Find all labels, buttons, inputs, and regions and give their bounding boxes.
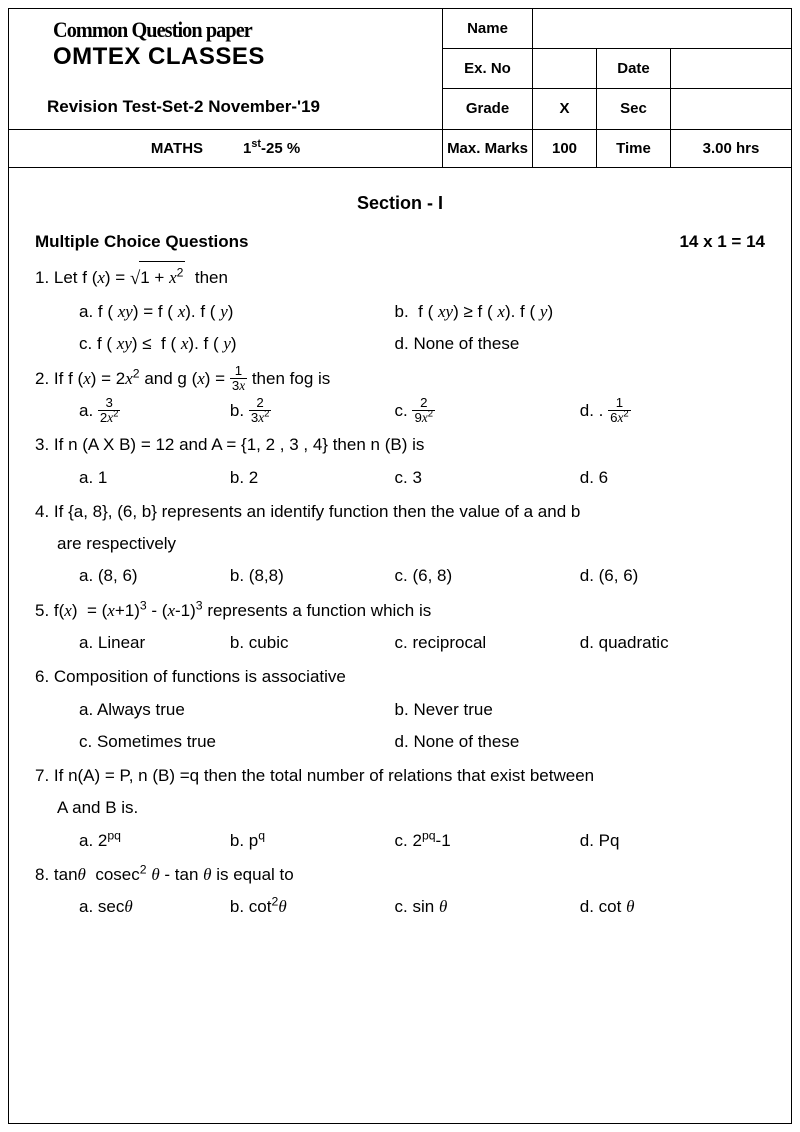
q2-b: b. 23x2 — [230, 395, 395, 427]
q3-c: c. 3 — [395, 462, 580, 494]
q4-d: d. (6, 6) — [580, 560, 765, 592]
label-name: Name — [443, 9, 533, 49]
q5-d: d. quadratic — [580, 627, 765, 659]
q4-stem2: are respectively — [35, 528, 765, 560]
value-name — [533, 9, 791, 49]
q6-a: a. Always true — [79, 694, 395, 726]
header-left: Common Question paper OMTEX CLASSES Revi… — [9, 9, 443, 129]
mcq-heading-row: Multiple Choice Questions 14 x 1 = 14 — [35, 226, 765, 258]
q4-a: a. (8, 6) — [79, 560, 230, 592]
label-date: Date — [597, 49, 671, 89]
q6-d: d. None of these — [395, 726, 765, 758]
question-3: 3. If n (A X B) = 12 and A = {1, 2 , 3 ,… — [35, 429, 765, 494]
q8-d: d. cot θ — [580, 891, 765, 923]
question-5: 5. f(x) = (x+1)3 - (x-1)3 represents a f… — [35, 595, 765, 660]
question-2: 2. If f (x) = 2x2 and g (x) = 13x then f… — [35, 363, 765, 428]
marks-scheme: 14 x 1 = 14 — [679, 226, 765, 258]
q3-d: d. 6 — [580, 462, 765, 494]
q2-stem: 2. If f (x) = 2x2 and g (x) = 13x then f… — [35, 363, 765, 395]
revision-line: Revision Test-Set-2 November-'19 — [9, 75, 442, 123]
question-4: 4. If {a, 8}, (6, b} represents an ident… — [35, 496, 765, 593]
q4-b: b. (8,8) — [230, 560, 395, 592]
subject-row: MATHS 1st-25 % Max. Marks 100 Time 3.00 … — [9, 130, 791, 168]
q8-b: b. cot2θ — [230, 891, 395, 923]
value-exno — [533, 49, 597, 89]
subject-name: MATHS — [151, 140, 203, 157]
value-grade: X — [533, 89, 597, 129]
label-maxmarks: Max. Marks — [443, 130, 533, 167]
question-7: 7. If n(A) = P, n (B) =q then the total … — [35, 760, 765, 857]
value-maxmarks: 100 — [533, 130, 597, 167]
q1-stem: 1. Let f (x) = √1 + x2 then — [35, 260, 765, 296]
paper-title-2: OMTEX CLASSES — [53, 43, 422, 71]
header-info-grid: Name Ex. No Date Grade X Sec — [443, 9, 791, 129]
q3-b: b. 2 — [230, 462, 395, 494]
question-paper: Common Question paper OMTEX CLASSES Revi… — [8, 8, 792, 1124]
section-title: Section - I — [35, 186, 765, 220]
paper-title-1: Common Question paper — [53, 17, 392, 43]
q7-d: d. Pq — [580, 825, 765, 857]
q7-stem2: A and B is. — [35, 792, 765, 824]
q6-c: c. Sometimes true — [79, 726, 395, 758]
q6-b: b. Never true — [395, 694, 765, 726]
subject-right: Max. Marks 100 Time 3.00 hrs — [443, 130, 791, 167]
q4-c: c. (6, 8) — [395, 560, 580, 592]
q6-stem: 6. Composition of functions is associati… — [35, 661, 765, 693]
value-sec — [671, 89, 791, 129]
content: Section - I Multiple Choice Questions 14… — [9, 168, 791, 946]
q2-d: d. . 16x2 — [580, 395, 765, 427]
q8-c: c. sin θ — [395, 891, 580, 923]
q7-a: a. 2pq — [79, 825, 230, 857]
label-sec: Sec — [597, 89, 671, 129]
q5-a: a. Linear — [79, 627, 230, 659]
q3-stem: 3. If n (A X B) = 12 and A = {1, 2 , 3 ,… — [35, 429, 765, 461]
label-exno: Ex. No — [443, 49, 533, 89]
q2-a: a. 32x2 — [79, 395, 230, 427]
question-8: 8. tanθ cosec2 θ - tan θ is equal to a. … — [35, 859, 765, 924]
q1-a: a. f ( xy) = f ( x). f ( y) — [79, 296, 395, 328]
q7-c: c. 2pq-1 — [395, 825, 580, 857]
q7-b: b. pq — [230, 825, 395, 857]
q4-stem: 4. If {a, 8}, (6, b} represents an ident… — [35, 496, 765, 528]
label-grade: Grade — [443, 89, 533, 129]
portion: 1st-25 % — [243, 140, 300, 157]
question-1: 1. Let f (x) = √1 + x2 then a. f ( xy) =… — [35, 260, 765, 360]
q5-stem: 5. f(x) = (x+1)3 - (x-1)3 represents a f… — [35, 595, 765, 627]
header: Common Question paper OMTEX CLASSES Revi… — [9, 9, 791, 130]
value-time: 3.00 hrs — [671, 130, 791, 167]
label-time: Time — [597, 130, 671, 167]
q3-a: a. 1 — [79, 462, 230, 494]
subject-left: MATHS 1st-25 % — [9, 130, 443, 167]
q5-c: c. reciprocal — [395, 627, 580, 659]
value-date — [671, 49, 791, 89]
q7-stem: 7. If n(A) = P, n (B) =q then the total … — [35, 760, 765, 792]
q5-b: b. cubic — [230, 627, 395, 659]
q1-b: b. f ( xy) ≥ f ( x). f ( y) — [395, 296, 765, 328]
question-6: 6. Composition of functions is associati… — [35, 661, 765, 758]
q8-a: a. secθ — [79, 891, 230, 923]
mcq-heading: Multiple Choice Questions — [35, 226, 248, 258]
q2-c: c. 29x2 — [395, 395, 580, 427]
q1-d: d. None of these — [395, 328, 765, 360]
q1-c: c. f ( xy) ≤ f ( x). f ( y) — [79, 328, 395, 360]
q8-stem: 8. tanθ cosec2 θ - tan θ is equal to — [35, 859, 765, 891]
